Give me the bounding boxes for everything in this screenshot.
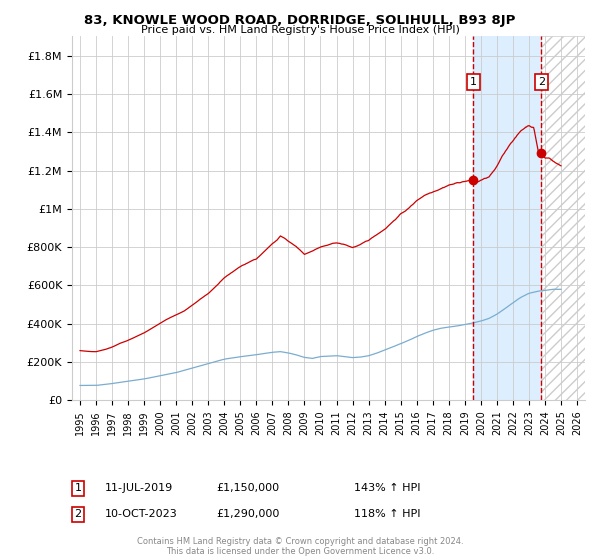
Bar: [473, 36, 541, 400]
Text: Price paid vs. HM Land Registry's House Price Index (HPI): Price paid vs. HM Land Registry's House …: [140, 25, 460, 35]
Text: 83, KNOWLE WOOD ROAD, DORRIDGE, SOLIHULL, B93 8JP: 83, KNOWLE WOOD ROAD, DORRIDGE, SOLIHULL…: [85, 14, 515, 27]
Text: 1: 1: [74, 483, 82, 493]
Text: 10-OCT-2023: 10-OCT-2023: [105, 509, 178, 519]
Text: 2: 2: [538, 77, 545, 87]
Text: £1,150,000: £1,150,000: [216, 483, 279, 493]
Text: 2: 2: [74, 509, 82, 519]
Text: 143% ↑ HPI: 143% ↑ HPI: [354, 483, 421, 493]
Text: £1,290,000: £1,290,000: [216, 509, 280, 519]
Text: 11-JUL-2019: 11-JUL-2019: [105, 483, 173, 493]
Text: 1: 1: [470, 77, 477, 87]
Text: Contains HM Land Registry data © Crown copyright and database right 2024.: Contains HM Land Registry data © Crown c…: [137, 537, 463, 546]
Bar: [541, 36, 585, 400]
Bar: [541, 36, 585, 400]
Text: This data is licensed under the Open Government Licence v3.0.: This data is licensed under the Open Gov…: [166, 547, 434, 556]
Text: 118% ↑ HPI: 118% ↑ HPI: [354, 509, 421, 519]
